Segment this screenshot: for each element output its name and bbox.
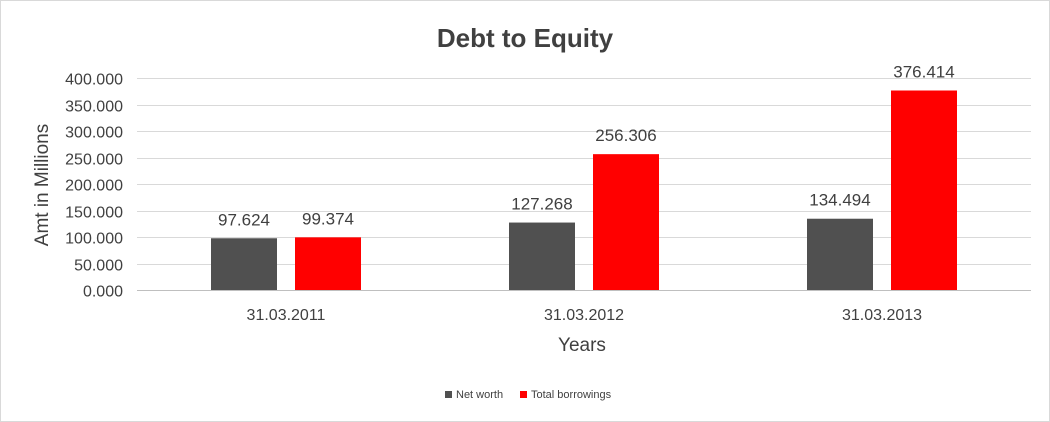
bar-total-borrowings (593, 154, 659, 290)
data-label: 256.306 (595, 126, 656, 145)
chart-title: Debt to Equity (437, 23, 614, 53)
data-label: 97.624 (218, 210, 270, 229)
y-tick-label: 100.000 (65, 231, 123, 248)
axes: 0.000 50.000 100.000 150.000 200.000 250.000 3… (65, 72, 1031, 324)
x-axis-title: Years (558, 335, 606, 356)
y-axis-title: Amt in Millions (32, 124, 53, 246)
bar-net-worth (211, 238, 277, 290)
bar-total-borrowings (295, 237, 361, 290)
bar-total-borrowings (891, 90, 957, 290)
y-tick-label: 350.000 (65, 99, 123, 116)
y-tick-label: 300.000 (65, 125, 123, 142)
y-tick-label: 250.000 (65, 152, 123, 169)
x-tick-label: 31.03.2013 (842, 307, 922, 324)
data-label: 376.414 (893, 63, 954, 82)
x-tick-label: 31.03.2011 (247, 307, 326, 324)
y-tick-label: 50.000 (74, 258, 123, 275)
y-tick-label: 0.000 (83, 284, 123, 301)
data-labels: 97.624 99.374 127.268 256.306 134.494 376.414 (218, 63, 955, 230)
bars (211, 90, 957, 290)
legend-swatch (445, 391, 452, 398)
data-label: 134.494 (809, 191, 870, 210)
bar-net-worth (509, 222, 575, 290)
legend: Net worth Total borrowings (445, 389, 612, 401)
legend-label: Net worth (456, 389, 503, 401)
y-tick-label: 150.000 (65, 205, 123, 222)
legend-label: Total borrowings (531, 389, 612, 401)
y-tick-label: 400.000 (65, 72, 123, 89)
y-tick-label: 200.000 (65, 178, 123, 195)
legend-swatch (520, 391, 527, 398)
x-tick-label: 31.03.2012 (544, 307, 624, 324)
data-label: 127.268 (511, 195, 572, 214)
data-label: 99.374 (302, 209, 354, 228)
bar-net-worth (807, 218, 873, 290)
gridlines (137, 78, 1031, 265)
